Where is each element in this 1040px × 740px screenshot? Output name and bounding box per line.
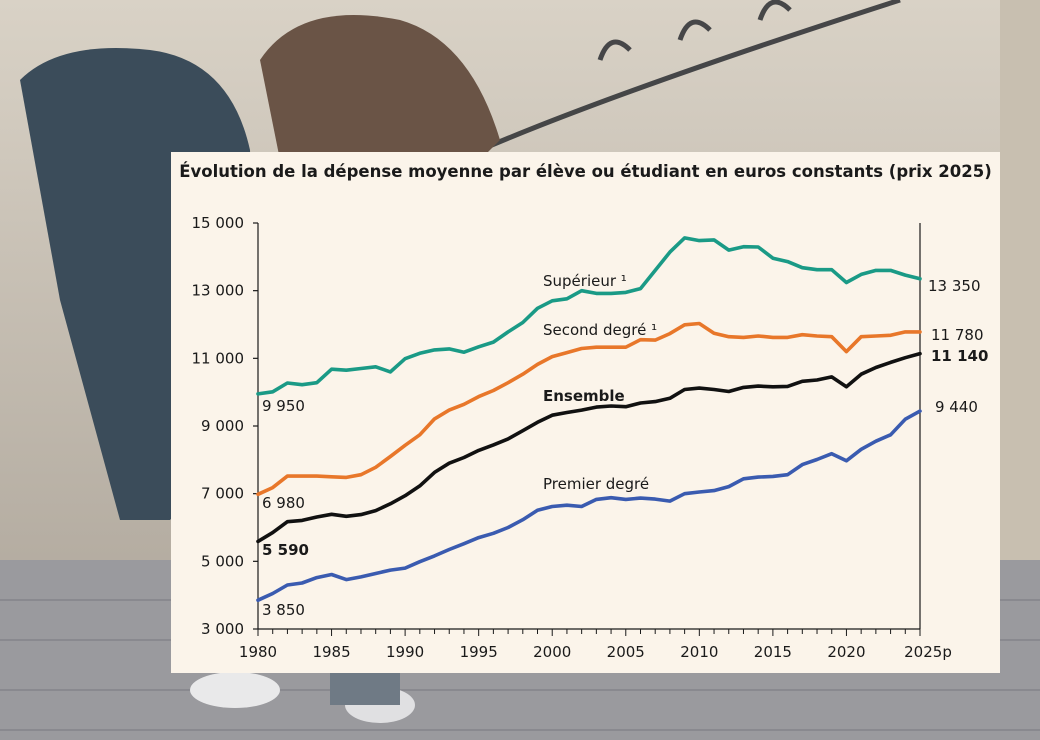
end-value-label: 9 440	[935, 398, 978, 416]
y-tick-label: 11 000	[192, 349, 245, 367]
start-value-label: 5 590	[262, 541, 309, 559]
x-tick-label: 1995	[460, 643, 498, 661]
chart-title: Évolution de la dépense moyenne par élèv…	[179, 162, 992, 181]
y-tick-label: 3 000	[201, 620, 244, 638]
x-tick-label: 2015	[754, 643, 792, 661]
start-value-label: 3 850	[262, 601, 305, 619]
x-tick-label: 2000	[533, 643, 571, 661]
end-value-label: 11 140	[931, 347, 988, 365]
series-line-0	[256, 236, 922, 396]
x-tick-label: 1985	[312, 643, 350, 661]
x-tick-label: 2005	[607, 643, 645, 661]
x-tick-label: 2025p	[904, 643, 952, 661]
series-label: Ensemble	[543, 387, 625, 405]
series-label: Second degré ¹	[543, 321, 657, 339]
x-tick-label: 2020	[827, 643, 865, 661]
x-tick-label: 2010	[680, 643, 718, 661]
y-tick-label: 7 000	[201, 485, 244, 503]
y-tick-label: 5 000	[201, 552, 244, 570]
chart-panel	[171, 152, 1000, 673]
x-tick-label: 1980	[239, 643, 277, 661]
end-value-label: 11 780	[931, 326, 984, 344]
series-line-1	[256, 321, 922, 497]
series-label: Premier degré	[543, 475, 649, 493]
y-tick-label: 9 000	[201, 417, 244, 435]
start-value-label: 6 980	[262, 494, 305, 512]
start-value-label: 9 950	[262, 397, 305, 415]
end-value-label: 13 350	[928, 277, 981, 295]
series-line-3	[256, 409, 922, 603]
x-tick-label: 1990	[386, 643, 424, 661]
series-line-2	[256, 351, 922, 544]
series-label: Supérieur ¹	[543, 272, 627, 290]
y-tick-label: 13 000	[192, 282, 245, 300]
y-tick-label: 15 000	[192, 214, 245, 232]
